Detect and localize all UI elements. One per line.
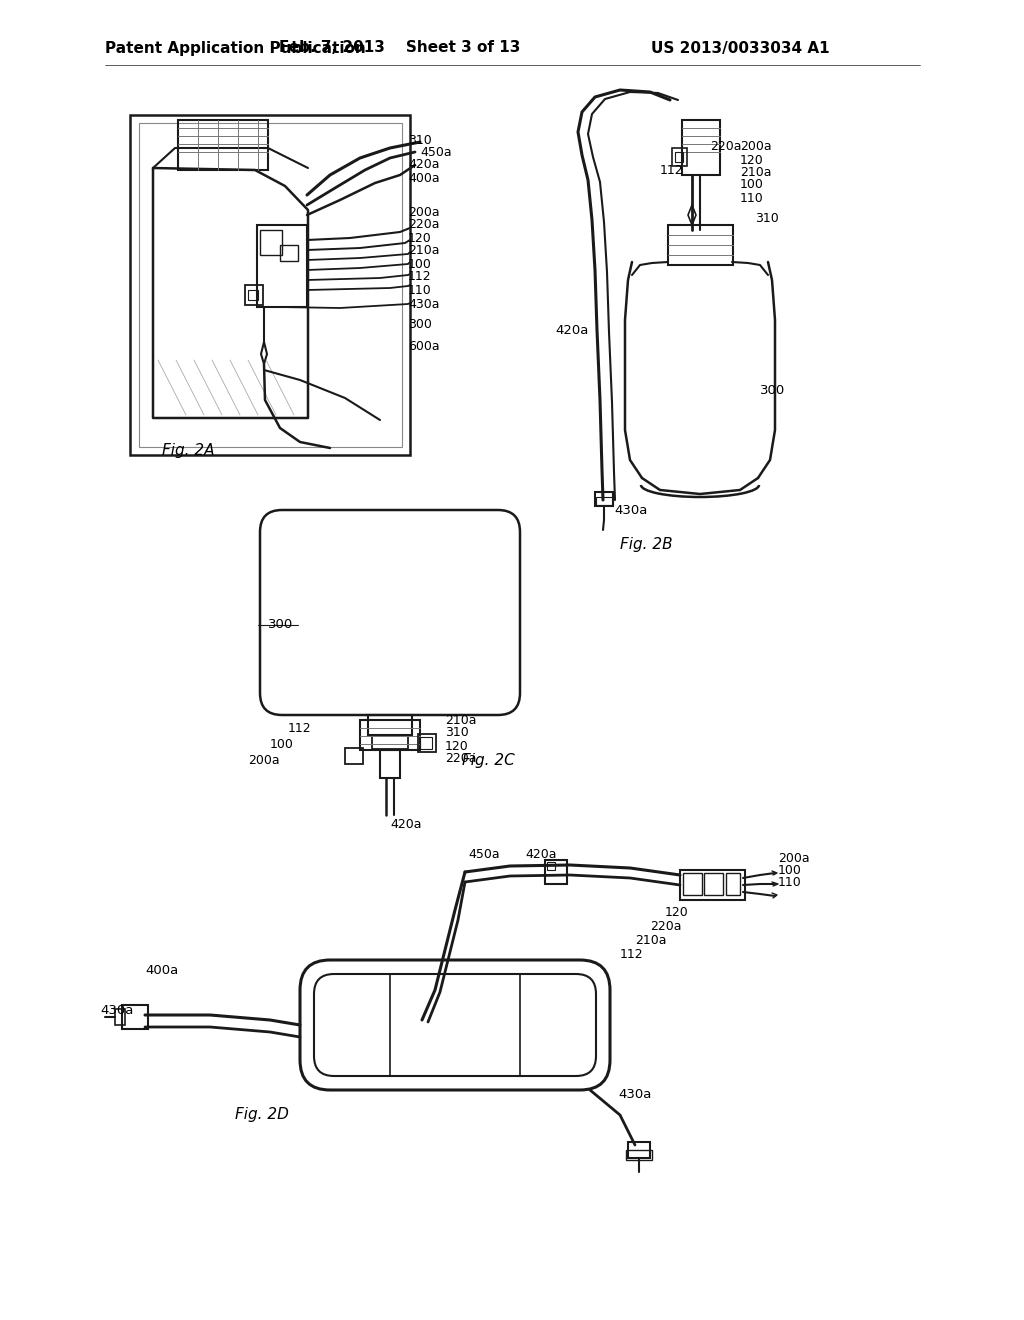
- Text: 210a: 210a: [740, 165, 771, 178]
- Text: 220a: 220a: [445, 752, 476, 766]
- Text: 120: 120: [408, 231, 432, 244]
- Text: 450a: 450a: [420, 145, 452, 158]
- Text: 120: 120: [445, 739, 469, 752]
- Text: 200a: 200a: [740, 140, 772, 153]
- Text: 420a: 420a: [555, 323, 589, 337]
- Bar: [726, 873, 740, 895]
- Bar: [260, 230, 282, 255]
- Text: 310: 310: [445, 726, 469, 739]
- Bar: [682, 120, 720, 176]
- Text: 310: 310: [755, 211, 778, 224]
- Text: 100: 100: [778, 863, 802, 876]
- Text: 112: 112: [660, 164, 684, 177]
- Bar: [345, 748, 362, 764]
- Text: 110: 110: [740, 191, 764, 205]
- Text: Fig. 2C: Fig. 2C: [462, 752, 515, 767]
- Text: 200a: 200a: [408, 206, 439, 219]
- Text: 420a: 420a: [390, 818, 422, 832]
- Text: 420a: 420a: [525, 849, 556, 862]
- Text: US 2013/0033034 A1: US 2013/0033034 A1: [651, 41, 830, 55]
- Bar: [545, 861, 567, 884]
- Bar: [595, 492, 613, 506]
- Text: 400a: 400a: [408, 172, 439, 185]
- Text: 100: 100: [408, 257, 432, 271]
- Text: 220a: 220a: [710, 140, 741, 153]
- Bar: [130, 115, 410, 455]
- Bar: [596, 498, 613, 506]
- Bar: [139, 123, 402, 447]
- Text: 220a: 220a: [650, 920, 682, 932]
- Bar: [683, 873, 702, 895]
- Text: 420a: 420a: [408, 158, 439, 172]
- Text: 300: 300: [268, 619, 293, 631]
- Text: Feb. 7, 2013    Sheet 3 of 13: Feb. 7, 2013 Sheet 3 of 13: [280, 41, 520, 55]
- Text: 112: 112: [408, 271, 432, 284]
- Text: 120: 120: [665, 906, 689, 919]
- Text: 210a: 210a: [408, 244, 439, 257]
- Bar: [245, 285, 263, 305]
- Text: 310: 310: [408, 133, 432, 147]
- Bar: [248, 290, 258, 300]
- Bar: [380, 750, 400, 777]
- Text: 112: 112: [288, 722, 311, 734]
- Text: 300: 300: [760, 384, 785, 396]
- Text: 200a: 200a: [778, 851, 810, 865]
- Text: 210a: 210a: [445, 714, 476, 726]
- Bar: [680, 870, 745, 900]
- Text: Fig. 2D: Fig. 2D: [234, 1107, 289, 1122]
- Text: 220a: 220a: [408, 219, 439, 231]
- Text: 430a: 430a: [408, 298, 439, 312]
- Bar: [368, 715, 412, 735]
- Bar: [628, 1142, 650, 1158]
- Text: Fig. 2B: Fig. 2B: [620, 537, 673, 553]
- Text: 120: 120: [740, 153, 764, 166]
- Text: 100: 100: [270, 738, 294, 751]
- Bar: [372, 735, 408, 748]
- Text: 112: 112: [620, 948, 644, 961]
- Bar: [547, 862, 555, 870]
- Text: 100: 100: [740, 178, 764, 191]
- Text: 400a: 400a: [145, 964, 178, 977]
- Bar: [418, 734, 436, 752]
- Bar: [122, 1005, 148, 1030]
- Bar: [360, 719, 420, 750]
- Bar: [675, 152, 683, 162]
- Bar: [280, 246, 298, 261]
- Text: 600a: 600a: [408, 341, 439, 354]
- Text: 110: 110: [778, 875, 802, 888]
- Text: 300: 300: [408, 318, 432, 331]
- Text: 430a: 430a: [614, 503, 647, 516]
- Text: Patent Application Publication: Patent Application Publication: [105, 41, 366, 55]
- Bar: [668, 224, 733, 265]
- Text: Fig. 2A: Fig. 2A: [162, 442, 214, 458]
- Bar: [115, 1008, 125, 1026]
- Text: 430a: 430a: [100, 1003, 133, 1016]
- Bar: [672, 148, 687, 166]
- Text: 200a: 200a: [248, 754, 280, 767]
- Bar: [705, 873, 723, 895]
- Text: 110: 110: [408, 284, 432, 297]
- Text: 430a: 430a: [618, 1089, 651, 1101]
- Bar: [178, 120, 268, 170]
- Text: 450a: 450a: [468, 849, 500, 862]
- Text: 210a: 210a: [635, 933, 667, 946]
- Bar: [257, 224, 307, 308]
- Bar: [420, 737, 432, 748]
- Bar: [626, 1150, 652, 1160]
